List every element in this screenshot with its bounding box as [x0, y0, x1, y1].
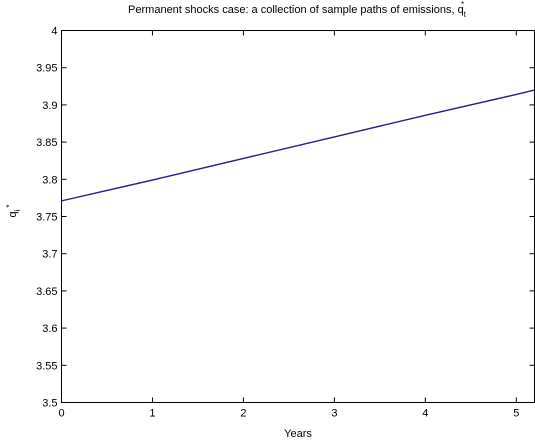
- y-axis-label-superscript: *: [5, 204, 14, 207]
- y-axis-label: qi *: [5, 204, 22, 217]
- y-tick-label: 3.7: [42, 249, 57, 261]
- axis-ticks: 0 1 2 3 4 5 3.5 3.55 3.6 3.65 3.7 3.75 3.8 3.85 3.9 3.9…: [36, 26, 535, 420]
- y-tick-label: 3.8: [42, 174, 57, 186]
- y-tick-label: 3.95: [36, 63, 57, 75]
- x-tick-label: 5: [513, 408, 519, 420]
- y-tick-label: 3.75: [36, 212, 57, 224]
- chart-title: Permanent shocks case: a collection of s…: [128, 0, 467, 19]
- series-layer: [61, 89, 535, 202]
- x-tick-label: 4: [422, 408, 428, 420]
- chart-title-subscript: t: [464, 10, 467, 19]
- x-tick-label: 1: [149, 408, 155, 420]
- y-tick-label: 3.5: [42, 398, 57, 410]
- y-tick-label: 3.55: [36, 360, 57, 372]
- y-tick-label: 4: [51, 26, 57, 38]
- y-tick-label: 3.6: [42, 323, 57, 335]
- y-axis-label-subscript: i: [13, 209, 22, 211]
- y-tick-label: 3.85: [36, 137, 57, 149]
- x-axis-label: Years: [284, 428, 312, 440]
- x-tick-label: 0: [58, 408, 64, 420]
- y-tick-label: 3.65: [36, 286, 57, 298]
- chart-title-main: Permanent shocks case: a collection of s…: [128, 4, 464, 16]
- y-axis-label-main: q: [7, 211, 19, 217]
- series-line: [61, 89, 535, 202]
- chart-title-superscript: *: [461, 0, 464, 9]
- y-tick-label: 3.9: [42, 100, 57, 112]
- x-tick-label: 2: [240, 408, 246, 420]
- x-tick-label: 3: [331, 408, 337, 420]
